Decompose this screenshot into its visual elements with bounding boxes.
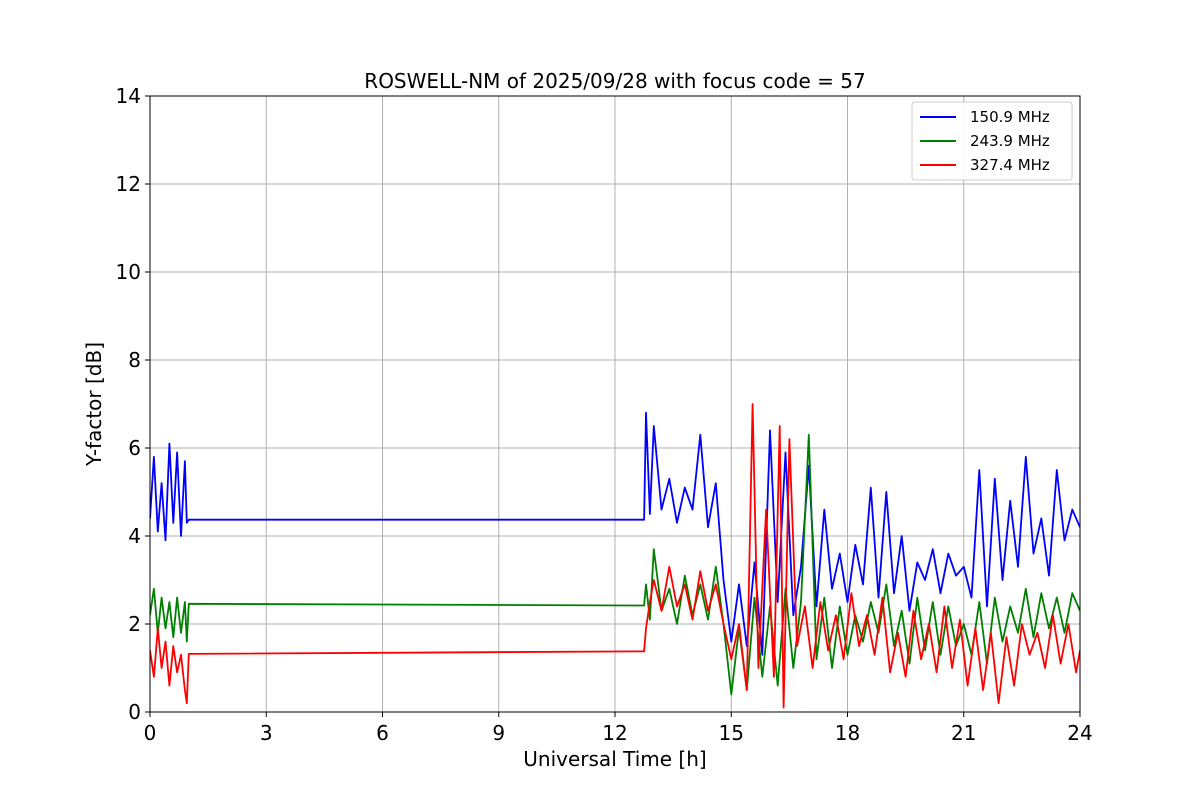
y-tick-label: 12 bbox=[116, 172, 141, 196]
x-tick-label: 21 bbox=[951, 721, 976, 745]
chart-title: ROSWELL-NM of 2025/09/28 with focus code… bbox=[364, 69, 865, 93]
y-tick-label: 6 bbox=[128, 436, 141, 460]
legend-box bbox=[911, 101, 1073, 181]
legend: 150.9 MHz 243.9 MHz 327.4 MHz bbox=[911, 101, 1073, 181]
y-tick-label: 10 bbox=[116, 260, 141, 284]
x-tick-label: 24 bbox=[1067, 721, 1092, 745]
series-line-1 bbox=[150, 411, 1080, 656]
series-line-3 bbox=[150, 403, 1080, 709]
y-tick-label: 14 bbox=[116, 84, 141, 108]
y-tick-label: 4 bbox=[128, 524, 141, 548]
legend-label: 150.9 MHz bbox=[970, 108, 1050, 126]
x-tick-label: 3 bbox=[260, 721, 273, 745]
y-tick-label: 8 bbox=[128, 348, 141, 372]
x-tick-label: 9 bbox=[492, 721, 505, 745]
series-lines bbox=[150, 403, 1080, 709]
y-tick-label: 2 bbox=[128, 612, 141, 636]
x-tick-label: 15 bbox=[719, 721, 744, 745]
x-axis-label: Universal Time [h] bbox=[523, 747, 706, 771]
y-tick-label: 0 bbox=[128, 700, 141, 724]
x-tick-label: 6 bbox=[376, 721, 389, 745]
legend-label: 243.9 MHz bbox=[970, 132, 1050, 150]
x-tick-label: 18 bbox=[835, 721, 860, 745]
x-tick-label: 0 bbox=[144, 721, 157, 745]
x-tick-label: 12 bbox=[602, 721, 627, 745]
y-axis-label: Y-factor [dB] bbox=[82, 342, 106, 467]
legend-label: 327.4 MHz bbox=[970, 156, 1050, 174]
